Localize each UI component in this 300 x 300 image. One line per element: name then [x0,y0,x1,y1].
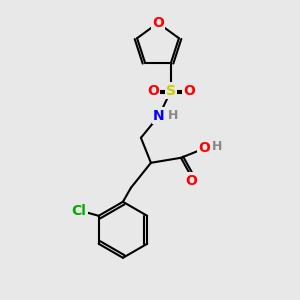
Text: O: O [152,16,164,30]
Text: H: H [212,140,222,153]
Text: O: O [147,84,159,98]
Text: O: O [198,141,210,155]
Text: S: S [166,84,176,98]
Text: O: O [183,84,195,98]
Text: Cl: Cl [71,204,86,218]
Text: N: N [153,109,165,123]
Text: H: H [168,109,178,122]
Text: O: O [185,174,197,188]
